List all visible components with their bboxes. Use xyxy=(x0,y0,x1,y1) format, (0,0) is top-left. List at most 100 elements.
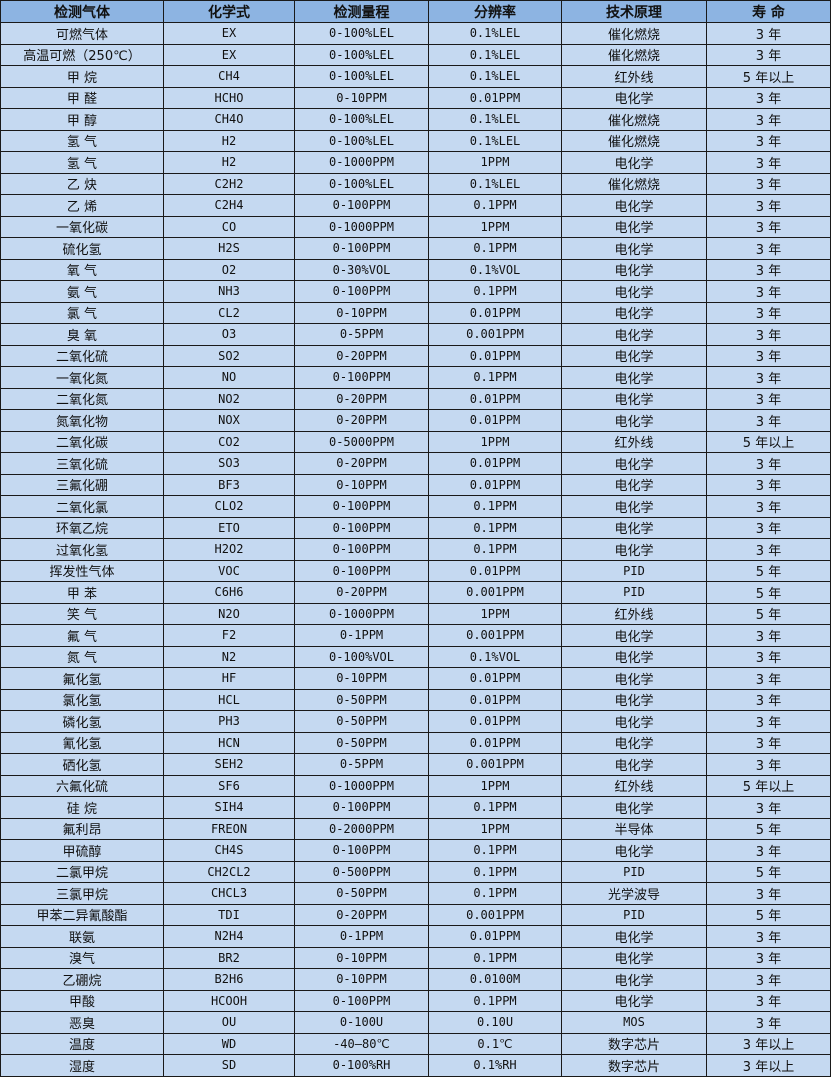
cell-principle: 电化学 xyxy=(561,796,707,819)
cell-formula: H2S xyxy=(163,237,295,260)
cell-lifespan: 3 年 xyxy=(706,366,831,389)
cell-range: 0-100%LEL xyxy=(294,108,429,131)
cell-lifespan: 3 年 xyxy=(706,538,831,561)
table-row: 硫化氢 H2S 0-100PPM 0.1PPM 电化学 3 年 xyxy=(0,237,831,260)
cell-principle: 电化学 xyxy=(561,968,707,991)
cell-range: 0-500PPM xyxy=(294,860,429,883)
cell-principle: 电化学 xyxy=(561,645,707,668)
cell-principle: 催化燃烧 xyxy=(561,172,707,195)
cell-gas: 恶臭 xyxy=(0,1011,164,1034)
table-row: 臭 氧 O3 0-5PPM 0.001PPM 电化学 3 年 xyxy=(0,323,831,346)
cell-principle: 电化学 xyxy=(561,344,707,367)
table-row: 氰化氢 HCN 0-50PPM 0.01PPM 电化学 3 年 xyxy=(0,731,831,754)
cell-principle: PID xyxy=(561,581,707,604)
cell-lifespan: 3 年 xyxy=(706,645,831,668)
cell-range: 0-100PPM xyxy=(294,280,429,303)
cell-principle: 半导体 xyxy=(561,817,707,840)
cell-lifespan: 3 年 xyxy=(706,237,831,260)
cell-range: 0-100%RH xyxy=(294,1054,429,1077)
table-row: 氨 气 NH3 0-100PPM 0.1PPM 电化学 3 年 xyxy=(0,280,831,303)
cell-formula: SF6 xyxy=(163,774,295,797)
cell-lifespan: 3 年 xyxy=(706,108,831,131)
cell-lifespan: 3 年 xyxy=(706,215,831,238)
cell-resolution: 0.1%LEL xyxy=(428,22,562,45)
cell-range: 0-100PPM xyxy=(294,516,429,539)
cell-range: 0-100PPM xyxy=(294,538,429,561)
cell-principle: PID xyxy=(561,903,707,926)
cell-resolution: 0.001PPM xyxy=(428,903,562,926)
cell-principle: 电化学 xyxy=(561,215,707,238)
cell-resolution: 0.01PPM xyxy=(428,688,562,711)
cell-principle: PID xyxy=(561,860,707,883)
cell-lifespan: 3 年 xyxy=(706,280,831,303)
cell-lifespan: 3 年 xyxy=(706,796,831,819)
table-row: 氮氧化物 NOX 0-20PPM 0.01PPM 电化学 3 年 xyxy=(0,409,831,432)
cell-lifespan: 3 年 xyxy=(706,968,831,991)
cell-range: 0-10PPM xyxy=(294,968,429,991)
cell-formula: SEH2 xyxy=(163,753,295,776)
table-row: 甲 烷 CH4 0-100%LEL 0.1%LEL 红外线 5 年以上 xyxy=(0,65,831,88)
cell-gas: 三氟化硼 xyxy=(0,473,164,496)
cell-lifespan: 3 年 xyxy=(706,22,831,45)
cell-gas: 高温可燃（250℃） xyxy=(0,43,164,66)
table-row: 乙 炔 C2H2 0-100%LEL 0.1%LEL 催化燃烧 3 年 xyxy=(0,172,831,195)
table-row: 硅 烷 SIH4 0-100PPM 0.1PPM 电化学 3 年 xyxy=(0,796,831,819)
cell-gas: 甲苯二异氰酸酯 xyxy=(0,903,164,926)
cell-resolution: 1PPM xyxy=(428,215,562,238)
cell-gas: 一氧化氮 xyxy=(0,366,164,389)
cell-range: 0-30%VOL xyxy=(294,258,429,281)
cell-resolution: 0.1PPM xyxy=(428,796,562,819)
cell-lifespan: 3 年 xyxy=(706,839,831,862)
cell-lifespan: 3 年 xyxy=(706,194,831,217)
cell-gas: 过氧化氢 xyxy=(0,538,164,561)
cell-formula: SO2 xyxy=(163,344,295,367)
header-formula: 化学式 xyxy=(163,0,295,23)
cell-principle: 电化学 xyxy=(561,280,707,303)
table-body: 可燃气体 EX 0-100%LEL 0.1%LEL 催化燃烧 3 年高温可燃（250℃） E… xyxy=(0,22,831,1077)
cell-gas: 三氧化硫 xyxy=(0,452,164,475)
cell-gas: 氧 气 xyxy=(0,258,164,281)
cell-gas: 氟化氢 xyxy=(0,667,164,690)
cell-formula: C6H6 xyxy=(163,581,295,604)
cell-formula: SO3 xyxy=(163,452,295,475)
cell-resolution: 0.1PPM xyxy=(428,366,562,389)
cell-gas: 氟利昂 xyxy=(0,817,164,840)
cell-principle: 数字芯片 xyxy=(561,1032,707,1055)
cell-resolution: 0.01PPM xyxy=(428,409,562,432)
cell-principle: 电化学 xyxy=(561,258,707,281)
cell-resolution: 0.1PPM xyxy=(428,237,562,260)
table-row: 恶臭 OU 0-100U 0.10U MOS 3 年 xyxy=(0,1011,831,1034)
cell-gas: 乙 炔 xyxy=(0,172,164,195)
cell-lifespan: 5 年 xyxy=(706,602,831,625)
cell-gas: 硅 烷 xyxy=(0,796,164,819)
cell-range: 0-10PPM xyxy=(294,86,429,109)
cell-formula: CH2CL2 xyxy=(163,860,295,883)
cell-range: 0-1000PPM xyxy=(294,151,429,174)
cell-lifespan: 3 年 xyxy=(706,301,831,324)
table-row: 温度 WD -40—80℃ 0.1℃ 数字芯片 3 年以上 xyxy=(0,1032,831,1055)
cell-lifespan: 5 年以上 xyxy=(706,774,831,797)
cell-formula: CH4 xyxy=(163,65,295,88)
cell-range: 0-100%LEL xyxy=(294,22,429,45)
cell-principle: 电化学 xyxy=(561,86,707,109)
cell-range: 0-100%LEL xyxy=(294,65,429,88)
cell-range: 0-50PPM xyxy=(294,710,429,733)
cell-principle: 光学波导 xyxy=(561,882,707,905)
table-row: 笑 气 N2O 0-1000PPM 1PPM 红外线 5 年 xyxy=(0,602,831,625)
cell-gas: 乙 烯 xyxy=(0,194,164,217)
cell-formula: NOX xyxy=(163,409,295,432)
cell-lifespan: 3 年以上 xyxy=(706,1054,831,1077)
cell-formula: CL2 xyxy=(163,301,295,324)
cell-resolution: 0.1%LEL xyxy=(428,129,562,152)
cell-resolution: 0.01PPM xyxy=(428,710,562,733)
cell-principle: 电化学 xyxy=(561,667,707,690)
cell-gas: 二氧化碳 xyxy=(0,430,164,453)
cell-formula: NH3 xyxy=(163,280,295,303)
cell-lifespan: 3 年 xyxy=(706,409,831,432)
cell-lifespan: 5 年 xyxy=(706,860,831,883)
cell-principle: MOS xyxy=(561,1011,707,1034)
cell-lifespan: 5 年 xyxy=(706,903,831,926)
cell-formula: TDI xyxy=(163,903,295,926)
cell-resolution: 0.1PPM xyxy=(428,989,562,1012)
cell-gas: 硒化氢 xyxy=(0,753,164,776)
